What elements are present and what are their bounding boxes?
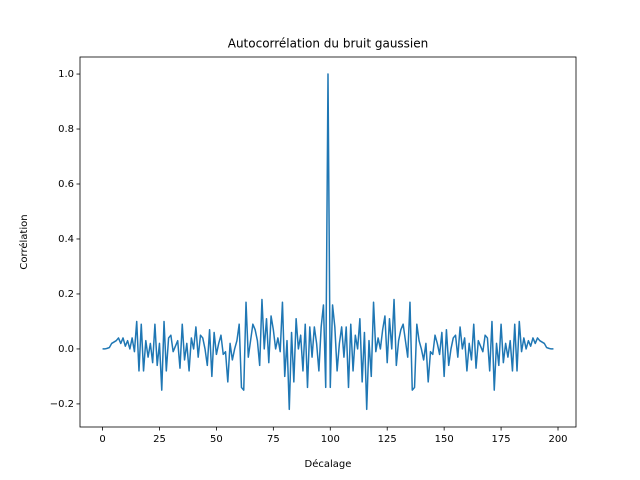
y-tick-label: −0.2	[50, 399, 74, 410]
y-axis-label: Corrélation	[18, 214, 30, 269]
x-tick-label: 50	[210, 434, 223, 445]
x-tick-label: 175	[492, 434, 511, 445]
x-tick-label: 25	[153, 434, 166, 445]
x-tick-label: 100	[321, 434, 340, 445]
y-tick-label: 1.0	[58, 69, 74, 80]
x-tick-label: 125	[378, 434, 397, 445]
x-tick-label: 200	[548, 434, 567, 445]
data-line	[102, 73, 554, 411]
plot-frame	[79, 56, 577, 428]
x-tick-label: 0	[99, 434, 105, 445]
y-tick-label: 0.0	[58, 344, 74, 355]
y-tick-label: 0.2	[58, 289, 74, 300]
y-tick-label: 0.8	[58, 124, 74, 135]
chart-title: Autocorrélation du bruit gaussien	[228, 37, 429, 51]
x-axis-label: Décalage	[305, 458, 352, 470]
y-tick-label: 0.4	[58, 234, 74, 245]
x-tick-label: 150	[435, 434, 454, 445]
y-tick-label: 0.6	[58, 179, 74, 190]
x-tick-label: 75	[267, 434, 280, 445]
